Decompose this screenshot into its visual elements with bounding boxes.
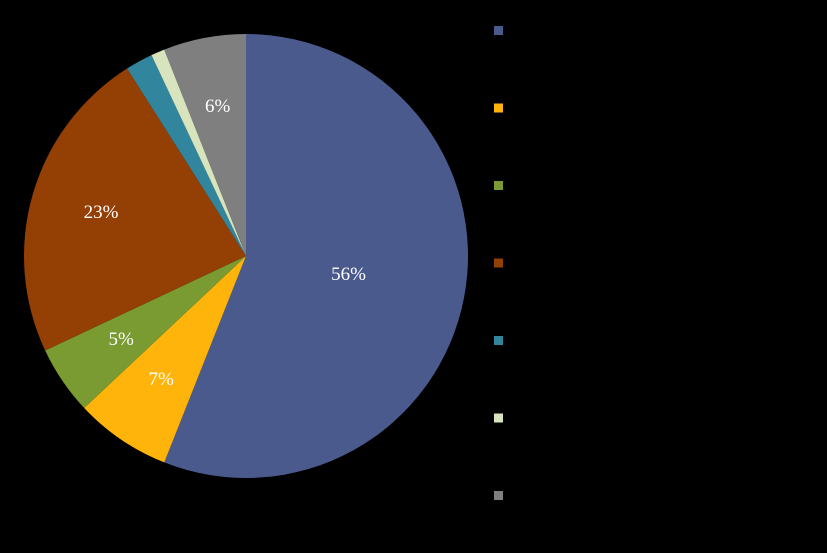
pie-slice-3 (23, 68, 246, 351)
pie-slice-4 (127, 55, 246, 257)
legend-marker-4 (494, 336, 503, 345)
pie-slice-5 (151, 49, 246, 257)
legend-marker-1 (494, 103, 503, 113)
slice-label-6: 6% (205, 96, 231, 117)
legend-marker-3 (494, 258, 503, 268)
legend-marker-6 (494, 491, 503, 500)
slice-labels: 56% 7% 5% 23% 6% (84, 96, 366, 390)
pie-slices (23, 34, 468, 478)
legend (494, 26, 503, 500)
slice-label-0: 56% (331, 264, 366, 285)
slice-label-1: 7% (148, 369, 174, 390)
legend-marker-0 (494, 26, 503, 35)
pie-slice-2 (45, 256, 247, 408)
legend-marker-2 (494, 181, 503, 190)
slice-label-3: 23% (84, 202, 119, 223)
pie-slice-6 (164, 34, 246, 256)
slice-label-2: 5% (108, 329, 134, 350)
pie-slice-1 (84, 256, 246, 463)
pie-slice-0 (164, 34, 468, 478)
legend-marker-5 (494, 413, 503, 423)
